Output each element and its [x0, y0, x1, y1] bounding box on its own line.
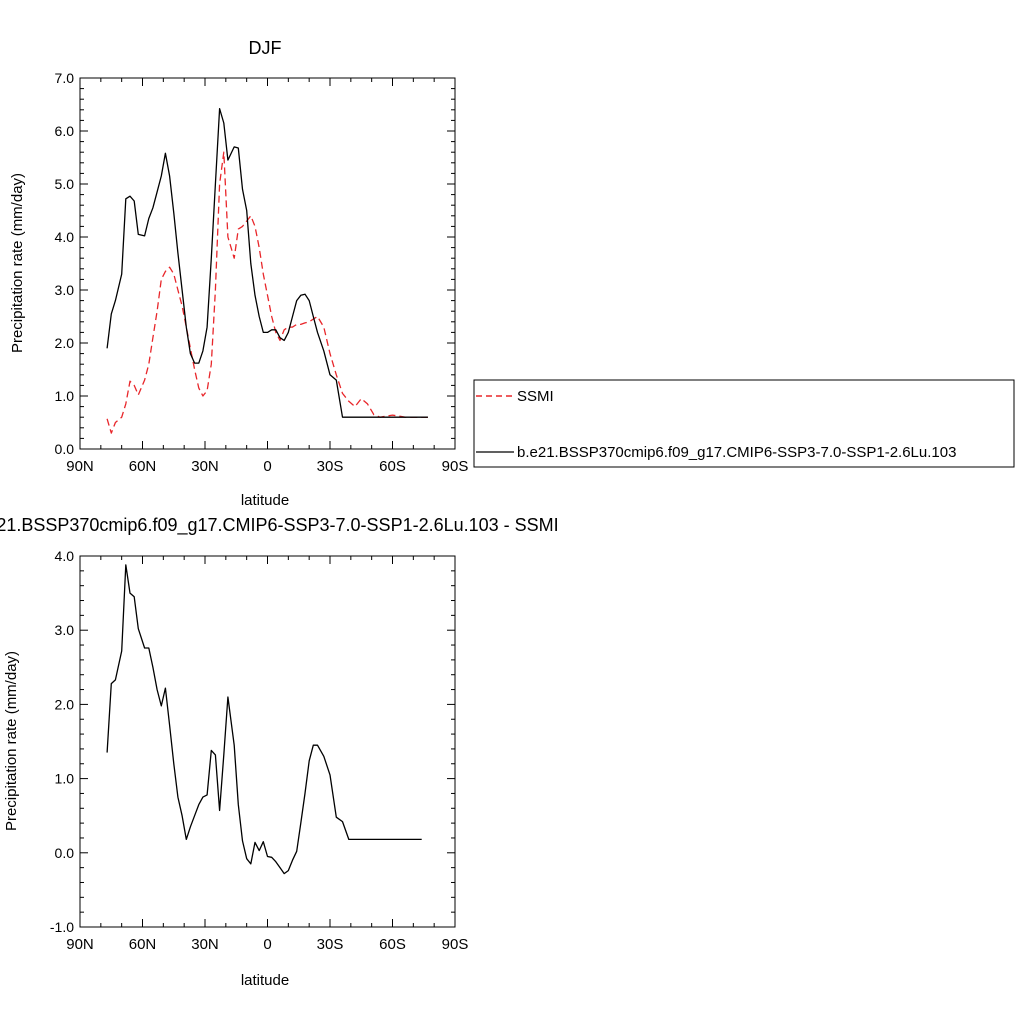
legend-box: [473, 379, 1015, 468]
bottom-y-tick-label: -1.0: [50, 919, 74, 935]
bottom-x-tick-label: 90S: [442, 936, 469, 953]
top-series-line-ssmi: [106, 151, 428, 434]
top-y-tick-label: 2.0: [55, 335, 75, 351]
bottom-chart-plot-frame: [79, 555, 456, 928]
bottom-x-tick-label: 30N: [191, 936, 219, 953]
bottom-y-tick-label: 4.0: [55, 548, 75, 564]
top-y-tick-label: 1.0: [55, 388, 75, 404]
bottom-x-tick-label: 60N: [129, 936, 157, 953]
top-x-tick-label: 90S: [442, 458, 469, 475]
bottom-x-tick-label: 90N: [66, 936, 94, 953]
top-chart-x-axis-label: latitude: [241, 492, 289, 509]
top-y-tick-label: 0.0: [55, 441, 75, 457]
top-y-tick-label: 6.0: [55, 123, 75, 139]
bottom-x-tick-label: 60S: [379, 936, 406, 953]
top-x-tick-label: 90N: [66, 458, 94, 475]
bottom-x-tick-label: 0: [263, 936, 271, 953]
bottom-chart-panel: b.e21.BSSP370cmip6.f09_g17.CMIP6-SSP3-7.…: [0, 515, 559, 989]
top-x-tick-label: 0: [263, 458, 271, 475]
top-series-line-model: [106, 108, 428, 418]
top-chart-y-axis-label: Precipitation rate (mm/day): [9, 173, 26, 353]
top-y-tick-label: 4.0: [55, 229, 75, 245]
top-y-tick-label: 3.0: [55, 282, 75, 298]
top-x-tick-label: 30S: [317, 458, 344, 475]
top-y-tick-label: 7.0: [55, 70, 75, 86]
bottom-y-tick-label: 1.0: [55, 771, 75, 787]
bottom-y-tick-label: 3.0: [55, 622, 75, 638]
top-chart-panel: DJF 0.0 1.0 2.0 3.0 4.0 5.0 6.0 7.0 90N 60N 30N 0 3…: [9, 38, 468, 509]
bottom-chart-title: b.e21.BSSP370cmip6.f09_g17.CMIP6-SSP3-7.…: [0, 515, 559, 536]
bottom-y-tick-label: 0.0: [55, 845, 75, 861]
bottom-x-tick-label: 30S: [317, 936, 344, 953]
top-x-tick-label: 30N: [191, 458, 219, 475]
top-x-tick-label: 60N: [129, 458, 157, 475]
top-x-tick-label: 60S: [379, 458, 406, 475]
legend-label-ssmi: SSMI: [517, 388, 554, 405]
bottom-series-line-difference: [106, 564, 422, 875]
bottom-chart-y-axis-label: Precipitation rate (mm/day): [3, 651, 20, 831]
top-chart-title: DJF: [249, 38, 282, 58]
bottom-y-tick-label: 2.0: [55, 696, 75, 712]
bottom-chart-x-axis-label: latitude: [241, 972, 289, 989]
legend: SSMI b.e21.BSSP370cmip6.f09_g17.CMIP6-SS…: [473, 379, 1015, 468]
top-y-tick-label: 5.0: [55, 176, 75, 192]
legend-label-model: b.e21.BSSP370cmip6.f09_g17.CMIP6-SSP3-7.…: [517, 444, 956, 461]
top-chart-plot-frame: [79, 77, 456, 450]
